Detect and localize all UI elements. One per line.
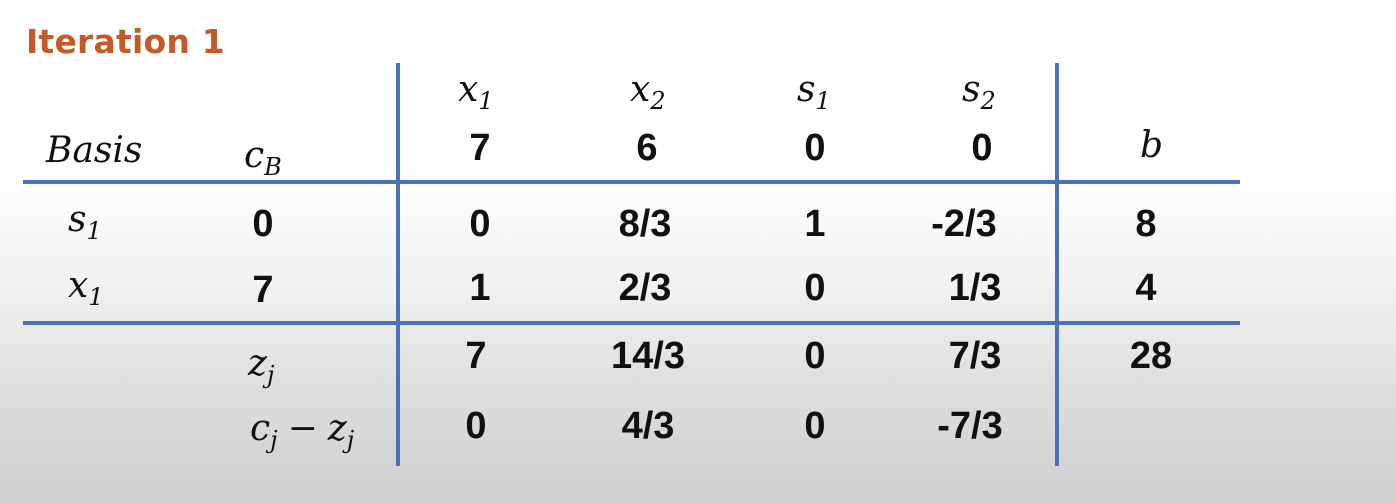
cost-s1: 0 <box>804 127 826 169</box>
header-var-x2: x2 <box>630 69 666 115</box>
row-cell: 0 <box>804 267 826 309</box>
cost-x2: 6 <box>636 127 658 169</box>
row-cb: 7 <box>252 269 274 311</box>
right-column-rule <box>1055 63 1059 466</box>
basis-label: Basis <box>46 130 143 171</box>
cj-zj-cell: -7/3 <box>937 405 1003 447</box>
header-var-s1: s1 <box>797 69 831 115</box>
header-rule <box>23 180 1240 184</box>
zj-b: 28 <box>1129 335 1173 377</box>
header-var-x1: x1 <box>458 69 494 115</box>
b-label: b <box>1140 125 1164 166</box>
cj-zj-cell: 0 <box>804 405 826 447</box>
row-b: 8 <box>1135 203 1157 245</box>
row-cell: 1 <box>469 267 491 309</box>
zj-cell: 7 <box>465 335 487 377</box>
zj-cell: 0 <box>804 335 826 377</box>
cj-minus-zj-label: cj − zj <box>250 408 355 454</box>
cj-zj-cell: 4/3 <box>621 405 675 447</box>
header-var-s2: s2 <box>962 69 996 115</box>
cost-s2: 0 <box>971 127 993 169</box>
row-cell: 8/3 <box>618 203 672 245</box>
cb-label: cB <box>244 135 282 181</box>
row-cell: 1/3 <box>948 267 1002 309</box>
row-cell: 2/3 <box>618 267 672 309</box>
row-basis-s1: s1 <box>68 199 102 245</box>
cost-x1: 7 <box>469 127 491 169</box>
row-cb: 0 <box>252 203 274 245</box>
row-cell: 1 <box>804 203 826 245</box>
row-basis-x1: x1 <box>68 265 104 311</box>
left-column-rule <box>396 63 400 466</box>
row-b: 4 <box>1135 267 1157 309</box>
iteration-title: Iteration 1 <box>26 22 225 61</box>
cj-zj-cell: 0 <box>465 405 487 447</box>
zj-cell: 14/3 <box>611 335 685 377</box>
row-cell: -2/3 <box>931 203 997 245</box>
zj-label: zj <box>248 343 275 389</box>
row-cell: 0 <box>469 203 491 245</box>
zj-cell: 7/3 <box>948 335 1002 377</box>
rows-rule <box>23 321 1240 325</box>
